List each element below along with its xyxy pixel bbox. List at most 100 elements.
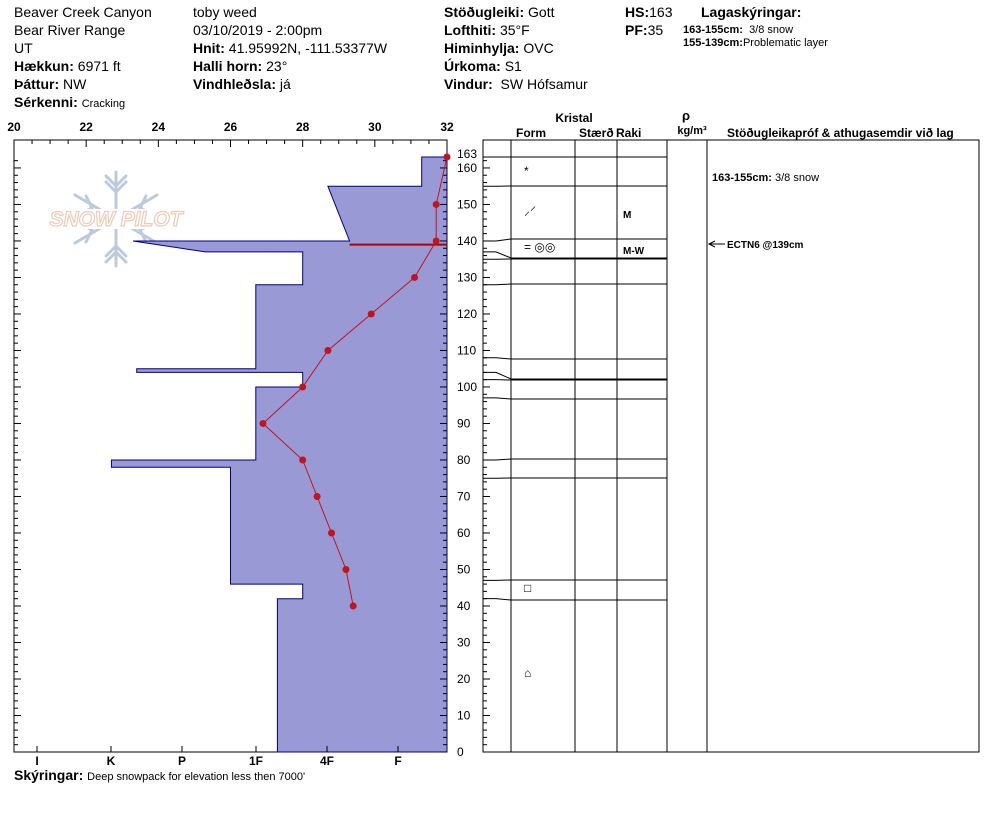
depth-tick-label: 60 <box>457 526 471 540</box>
elevation: Hækkun: 6971 ft <box>14 58 121 74</box>
depth-tick-label: 130 <box>457 270 477 284</box>
temperature-tick-label: 26 <box>224 120 238 134</box>
stability-tests-header: Stöðugleikapróf & athugasemdir við lag <box>727 126 954 140</box>
temperature-point <box>432 200 440 208</box>
temperature-point <box>328 529 336 537</box>
grain-form-icon: * <box>524 164 529 178</box>
hardness-tick-label: F <box>394 754 401 768</box>
layer-comments: 163-155cm: 3/8 snow <box>712 172 819 184</box>
layer-note: 155-139cm:Problematic layer <box>683 37 828 50</box>
layer-boundary <box>483 598 667 601</box>
temperature-tick-label: 24 <box>152 120 166 134</box>
layer-boundary <box>483 458 667 461</box>
depth-tick-label: 10 <box>457 708 471 722</box>
coords-label: Hnit: <box>193 40 225 56</box>
wind-loading: Vindhleðsla: já <box>193 76 291 92</box>
temperature-point <box>367 310 375 318</box>
layer-boundary <box>483 251 667 259</box>
hardness-layer <box>110 156 448 753</box>
features-label: Sérkenni: <box>14 94 78 110</box>
depth-tick-label: 163 <box>457 147 477 161</box>
layer-boundary <box>483 238 667 242</box>
temperature-point <box>342 565 350 573</box>
sky-value: OVC <box>523 40 554 56</box>
wind-label: Vindur: <box>444 76 493 92</box>
layer-note-text: 3/8 snow <box>749 24 794 36</box>
location: Beaver Creek Canyon <box>14 4 152 20</box>
temperature-tick-label: 32 <box>440 120 454 134</box>
coordinates: Hnit: 41.95992N, -111.53377W <box>193 40 387 56</box>
pf-value: 35 <box>647 22 664 38</box>
depth-tick-label: 0 <box>457 745 464 759</box>
wind-value: SW Hófsamur <box>500 76 588 92</box>
temperature-tick-label: 22 <box>79 120 93 134</box>
comments-text: Deep snowpack for elevation less then 70… <box>87 771 306 783</box>
state: UT <box>14 40 33 56</box>
observer: toby weed <box>193 4 257 20</box>
snowpilot-logo: SNOW PILOT <box>40 170 192 268</box>
form-header: Form <box>516 126 546 140</box>
hs-value: 163 <box>649 4 673 20</box>
layer-boundary <box>483 357 667 360</box>
aspect: Þáttur: NW <box>14 76 86 92</box>
test-results: ECTN6 @139cm <box>707 240 804 251</box>
grain-form-icon: = ◎◎ <box>524 240 555 254</box>
temperature-point <box>259 419 267 427</box>
depth-tick-label: 120 <box>457 307 477 321</box>
temperature-tick-label: 20 <box>7 120 21 134</box>
layer-note-text: Problematic layer <box>742 37 828 49</box>
depth-tick-label: 140 <box>457 234 477 248</box>
mountain-range: Bear River Range <box>14 22 126 38</box>
slope-label: Halli horn: <box>193 58 263 74</box>
grain-rows: * ⸝⸍ M = ◎◎ M-W □ ⌂ <box>524 164 645 680</box>
density-symbol: ρ <box>682 108 690 123</box>
depth-tick-label: 50 <box>457 562 471 576</box>
layer-boundary <box>483 397 667 400</box>
crystal-header: Kristal <box>555 111 592 125</box>
stability-label: Stöðugleiki: <box>444 4 525 20</box>
air-temp: Lofthiti: 35°F <box>444 22 530 38</box>
density-unit: kg/m³ <box>677 125 707 137</box>
wind-loading-value: já <box>279 76 291 92</box>
logo-text: SNOW PILOT <box>50 208 185 231</box>
temperature-point <box>349 602 357 610</box>
elevation-value: 6971 ft <box>77 58 121 74</box>
sky-label: Himinhylja: <box>444 40 520 56</box>
layer-note: 163-155cm: 3/8 snow <box>683 24 793 37</box>
temperature-tick-label: 30 <box>368 120 382 134</box>
temperature-axis: 20 22 24 26 28 30 32 <box>7 120 454 134</box>
hardness-tick-label: 4F <box>320 754 334 768</box>
aspect-value: NW <box>63 76 87 92</box>
aspect-label: Þáttur: <box>14 76 60 92</box>
moisture-value: M <box>623 210 631 221</box>
temperature-point <box>443 153 451 161</box>
temperature-point <box>299 456 307 464</box>
wind-loading-label: Vindhleðsla: <box>193 76 276 92</box>
hardness-tick-label: P <box>178 754 186 768</box>
pf-label: PF: <box>625 22 648 38</box>
precipitation: Úrkoma: S1 <box>444 58 522 74</box>
sky: Himinhylja: OVC <box>444 40 554 56</box>
hardness-axis: I K P 1F 4F F <box>35 746 402 768</box>
arrow-head-icon <box>707 240 716 248</box>
features-value: Cracking <box>81 98 126 110</box>
hardness-tick-label: 1F <box>249 754 263 768</box>
layer-note-range: 163-155cm: <box>683 24 743 36</box>
hs: HS:163 <box>625 4 672 20</box>
moisture-value: M-W <box>623 246 645 257</box>
depth-tick-label: 100 <box>457 380 477 394</box>
temperature-point <box>432 237 440 245</box>
comments: Skýringar: Deep snowpack for elevation l… <box>14 767 305 784</box>
hardness-tick-label: I <box>35 754 38 768</box>
temperature-point <box>411 273 419 281</box>
grain-form-icon: ⌂ <box>524 666 531 680</box>
depth-tick-label: 160 <box>457 161 477 175</box>
moisture-header: Raki <box>616 126 641 140</box>
axis-ticks <box>13 140 490 753</box>
depth-tick-label: 110 <box>457 343 476 357</box>
temperature-point <box>299 383 307 391</box>
depth-tick-label: 90 <box>457 416 471 430</box>
temperature-point <box>324 346 332 354</box>
layer-boundary <box>483 283 667 286</box>
